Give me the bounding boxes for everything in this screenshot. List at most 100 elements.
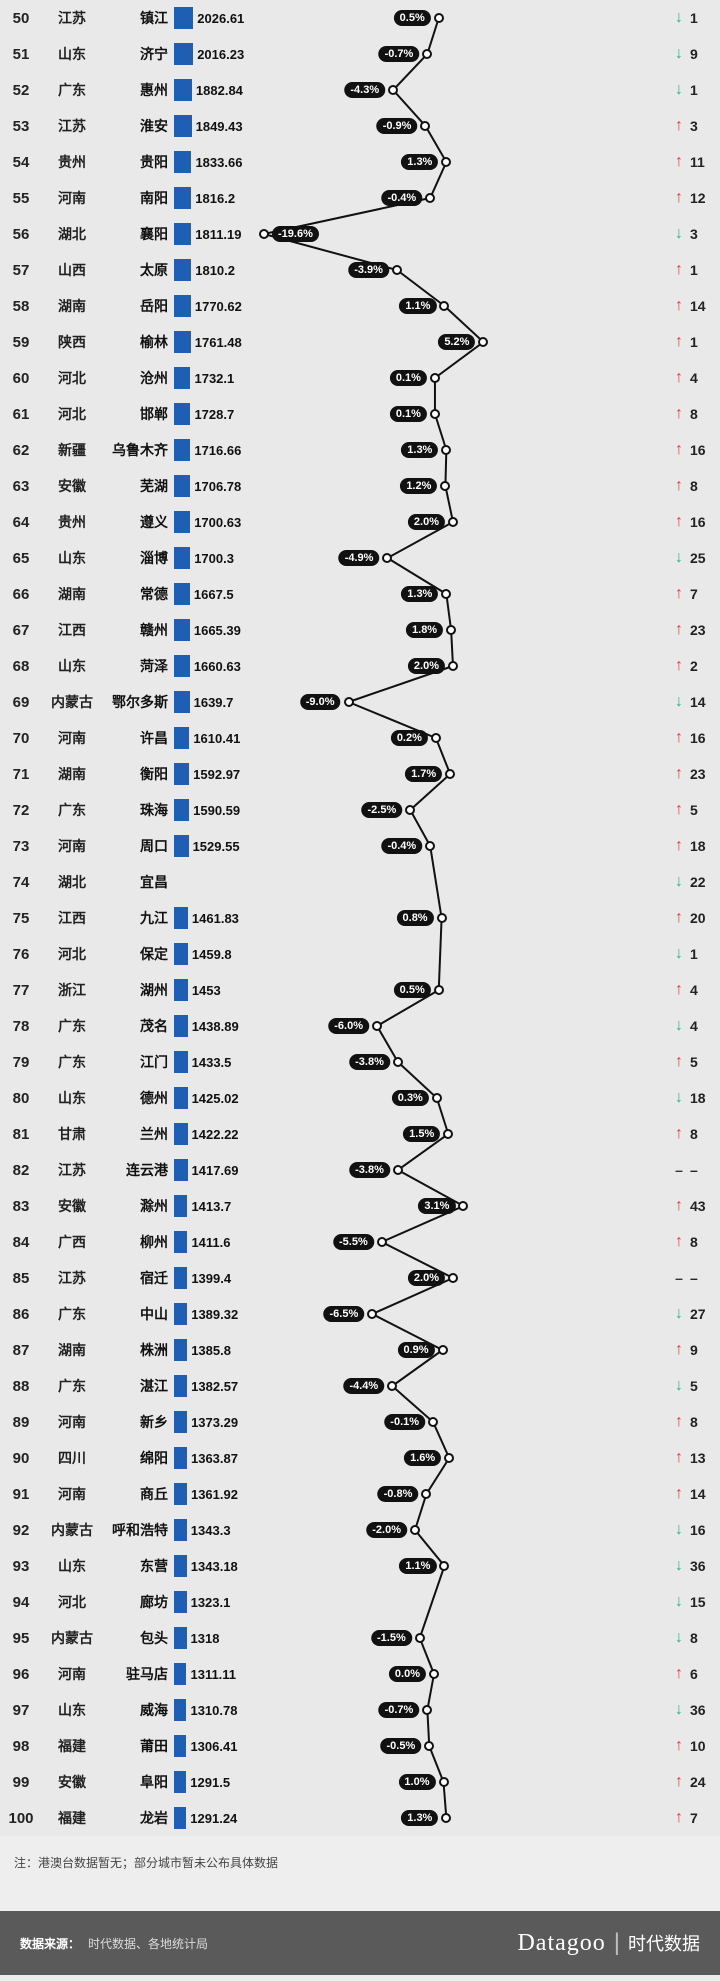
pct-pill: -0.8% bbox=[378, 1486, 419, 1502]
rank: 54 bbox=[0, 154, 42, 171]
pct-node bbox=[478, 337, 488, 347]
bar-cell: 1306.41 bbox=[174, 1735, 254, 1757]
table-row: 82江苏连云港1417.69-3.8%–– bbox=[0, 1152, 720, 1188]
pct-col: -0.4% bbox=[254, 180, 670, 216]
bar-cell: 1417.69 bbox=[174, 1159, 254, 1181]
pct-pill: 1.3% bbox=[401, 1810, 438, 1826]
arrow-up-icon: ↑ bbox=[670, 117, 688, 135]
rank-change: 23 bbox=[688, 766, 720, 782]
province: 江苏 bbox=[42, 1268, 102, 1288]
city: 商丘 bbox=[102, 1484, 174, 1504]
arrow-up-icon: ↑ bbox=[670, 1125, 688, 1143]
province: 广东 bbox=[42, 800, 102, 820]
pct-col: 1.3% bbox=[254, 144, 670, 180]
rank-change: 12 bbox=[688, 190, 720, 206]
pct-col: 1.2% bbox=[254, 468, 670, 504]
bar-cell: 1728.7 bbox=[174, 403, 254, 425]
rank-change: 36 bbox=[688, 1702, 720, 1718]
pct-pill: 0.9% bbox=[397, 1342, 434, 1358]
rank: 80 bbox=[0, 1090, 42, 1107]
arrow-up-icon: ↑ bbox=[670, 1341, 688, 1359]
rank-change: 8 bbox=[688, 478, 720, 494]
pct-node bbox=[432, 1093, 442, 1103]
city: 菏泽 bbox=[102, 656, 174, 676]
city: 株洲 bbox=[102, 1340, 174, 1360]
arrow-up-icon: ↑ bbox=[670, 909, 688, 927]
pct-node bbox=[422, 1705, 432, 1715]
pct-pill: 1.2% bbox=[400, 478, 437, 494]
pct-pill: 3.1% bbox=[418, 1198, 455, 1214]
arrow-up-icon: ↑ bbox=[670, 981, 688, 999]
arrow-up-icon: ↑ bbox=[670, 1053, 688, 1071]
bar-cell: 1343.3 bbox=[174, 1519, 254, 1541]
pct-pill: -5.5% bbox=[333, 1234, 374, 1250]
value-bar bbox=[174, 1591, 187, 1613]
rank-change: 18 bbox=[688, 1090, 720, 1106]
arrow-up-icon: ↑ bbox=[670, 765, 688, 783]
province: 河南 bbox=[42, 836, 102, 856]
pct-col: 2.0% bbox=[254, 1260, 670, 1296]
pct-col: 2.0% bbox=[254, 648, 670, 684]
value: 1417.69 bbox=[192, 1163, 239, 1178]
bar-cell: 1411.6 bbox=[174, 1231, 254, 1253]
value-bar bbox=[174, 1807, 186, 1829]
rank-change: 16 bbox=[688, 442, 720, 458]
province: 河南 bbox=[42, 1484, 102, 1504]
pct-col: -0.7% bbox=[254, 36, 670, 72]
rank: 77 bbox=[0, 982, 42, 999]
value: 1660.63 bbox=[194, 659, 241, 674]
value: 2026.61 bbox=[197, 11, 244, 26]
pct-col: 0.5% bbox=[254, 0, 670, 36]
bar-cell: 1433.5 bbox=[174, 1051, 254, 1073]
pct-col: 1.3% bbox=[254, 432, 670, 468]
value: 1453 bbox=[192, 983, 221, 998]
rank-change: 10 bbox=[688, 1738, 720, 1754]
pct-col: 0.2% bbox=[254, 720, 670, 756]
rank-change: 24 bbox=[688, 1774, 720, 1790]
pct-col: 1.7% bbox=[254, 756, 670, 792]
city: 湖州 bbox=[102, 980, 174, 1000]
value-bar bbox=[174, 259, 191, 281]
city: 威海 bbox=[102, 1700, 174, 1720]
city: 乌鲁木齐 bbox=[102, 440, 174, 460]
city: 南阳 bbox=[102, 188, 174, 208]
pct-col: -0.9% bbox=[254, 108, 670, 144]
value-bar bbox=[174, 619, 190, 641]
bar-cell: 1833.66 bbox=[174, 151, 254, 173]
pct-node bbox=[448, 661, 458, 671]
rank-change: 4 bbox=[688, 982, 720, 998]
bar-cell: 1849.43 bbox=[174, 115, 254, 137]
pct-pill: 1.7% bbox=[405, 766, 442, 782]
rank-change: 7 bbox=[688, 586, 720, 602]
table-row: 73河南周口1529.55-0.4%↑18 bbox=[0, 828, 720, 864]
bar-cell: 2026.61 bbox=[174, 7, 254, 29]
rank: 72 bbox=[0, 802, 42, 819]
province: 河北 bbox=[42, 944, 102, 964]
pct-pill: -0.1% bbox=[384, 1414, 425, 1430]
arrow-down-icon: ↓ bbox=[670, 1305, 688, 1323]
value: 1761.48 bbox=[195, 335, 242, 350]
city: 柳州 bbox=[102, 1232, 174, 1252]
rank: 90 bbox=[0, 1450, 42, 1467]
pct-col: -3.8% bbox=[254, 1044, 670, 1080]
pct-col: 1.5% bbox=[254, 1116, 670, 1152]
table-row: 76河北保定1459.8↓1 bbox=[0, 936, 720, 972]
pct-node bbox=[439, 1561, 449, 1571]
value-bar bbox=[174, 1267, 187, 1289]
province: 湖南 bbox=[42, 296, 102, 316]
arrow-up-icon: ↑ bbox=[670, 1665, 688, 1683]
value: 2016.23 bbox=[197, 47, 244, 62]
city: 太原 bbox=[102, 260, 174, 280]
pct-node bbox=[439, 1777, 449, 1787]
city: 江门 bbox=[102, 1052, 174, 1072]
city: 滁州 bbox=[102, 1196, 174, 1216]
value-bar bbox=[174, 1051, 188, 1073]
rank-change: 8 bbox=[688, 1126, 720, 1142]
pct-node bbox=[428, 1417, 438, 1427]
value-bar bbox=[174, 295, 191, 317]
value-bar bbox=[174, 331, 191, 353]
bar-cell: 1438.89 bbox=[174, 1015, 254, 1037]
value: 1728.7 bbox=[194, 407, 234, 422]
bar-cell: 1660.63 bbox=[174, 655, 254, 677]
table-row: 57山西太原1810.2-3.9%↑1 bbox=[0, 252, 720, 288]
